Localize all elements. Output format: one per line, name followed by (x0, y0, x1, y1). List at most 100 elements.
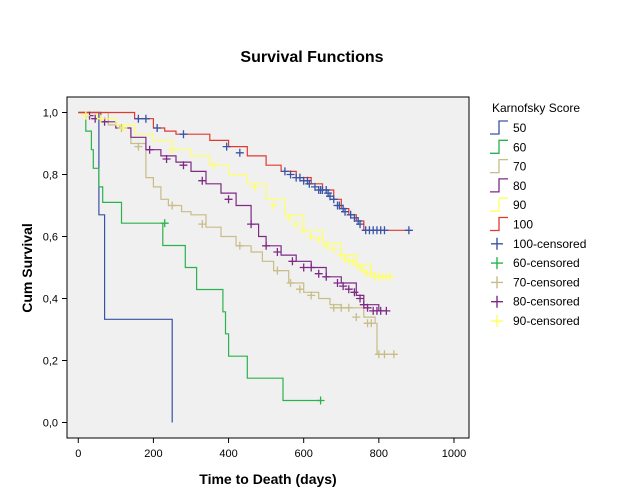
100-censored-marker (305, 179, 314, 188)
90-censored-marker (168, 145, 177, 154)
90-censored-marker (299, 226, 308, 235)
90-censored-marker (322, 241, 331, 250)
80-censored-marker (224, 195, 233, 204)
80-censored-marker (356, 294, 365, 303)
90-censored-marker (307, 232, 316, 241)
x-tick-label: 600 (295, 448, 313, 460)
100-censored-marker (286, 170, 295, 179)
90-censored-marker (284, 213, 293, 222)
80-censored-marker (322, 272, 331, 281)
legend-swatch-90 (490, 197, 508, 212)
legend-label-90: 90 (513, 198, 527, 212)
legend: Karnofsky Score 50 60 70 80 90 100 100-censore… (490, 101, 586, 328)
90-censored-marker (269, 201, 278, 210)
y-tick-label: 0,2 (43, 356, 58, 368)
80-censored-marker (288, 257, 297, 266)
chart-title: Survival Functions (240, 49, 383, 66)
legend-label-100: 100 (513, 218, 533, 232)
70-censored-marker (235, 241, 244, 250)
80-censored-marker (339, 282, 348, 291)
legend-swatch-90-censored (491, 315, 503, 327)
70-censored-marker (295, 285, 304, 294)
100-censored-marker (235, 148, 244, 157)
70-censored-marker (389, 350, 398, 359)
90-censored-marker (329, 244, 338, 253)
80-censored-marker (198, 176, 207, 185)
legend-swatch-100-censored (491, 237, 503, 250)
80-censored-marker (314, 269, 323, 278)
y-axis: 0,0 0,2 0,4 0,6 0,8 1,0 (43, 108, 67, 430)
70-censored-marker (134, 142, 143, 151)
100-censored-marker (222, 142, 231, 151)
80-censored-marker (145, 145, 154, 154)
100-censored-marker (341, 207, 350, 216)
60-censored-marker (160, 219, 169, 228)
legend-label-100-censored: 100-censored (513, 237, 586, 251)
series-90-line (78, 111, 391, 278)
100-censored-marker (134, 114, 143, 123)
legend-label-80: 80 (513, 179, 527, 193)
legend-label-90-censored: 90-censored (513, 314, 580, 328)
100-censored-marker (179, 130, 188, 139)
100-censored-marker (329, 195, 338, 204)
x-tick-label: 800 (370, 448, 388, 460)
legend-label-70-censored: 70-censored (513, 275, 580, 289)
80-censored-marker (333, 279, 342, 287)
100-censored-marker (404, 226, 413, 235)
y-tick-label: 0,8 (43, 170, 58, 182)
70-censored-marker (337, 303, 346, 312)
80-censored-marker (363, 303, 372, 312)
legend-swatch-80-censored (491, 295, 503, 308)
y-axis-label: Cum Survival (19, 223, 35, 312)
x-tick-label: 1000 (442, 448, 466, 460)
70-censored-marker (273, 266, 282, 275)
y-tick-label: 0,6 (43, 232, 58, 244)
100-censored-marker (153, 124, 162, 132)
y-tick-label: 0,0 (43, 418, 58, 430)
censor-markers (81, 111, 413, 405)
80-censored-marker (273, 248, 282, 256)
legend-swatch-100 (490, 216, 508, 232)
70-censored-marker (344, 303, 353, 312)
series-80-line (78, 111, 387, 312)
70-censored-marker (198, 220, 207, 229)
x-axis: 0 200 400 600 800 1000 (75, 438, 466, 460)
y-tick-label: 1,0 (43, 108, 58, 120)
x-axis-label: Time to Death (days) (199, 471, 336, 487)
90-censored-marker (81, 111, 90, 120)
legend-label-80-censored: 80-censored (513, 295, 580, 309)
70-censored-marker (380, 350, 389, 359)
100-censored-marker (280, 167, 289, 176)
legend-label-50: 50 (513, 121, 527, 135)
legend-label-70: 70 (513, 160, 527, 174)
70-censored-marker (367, 319, 376, 328)
80-censored-marker (162, 155, 171, 163)
series-60-line (78, 111, 321, 402)
legend-swatch-70 (490, 158, 508, 174)
80-censored-marker (247, 220, 256, 229)
90-censored-marker (314, 235, 323, 244)
80-censored-marker (299, 263, 308, 272)
90-censored-marker (96, 114, 105, 123)
80-censored-marker (262, 241, 271, 250)
70-censored-marker (352, 313, 361, 322)
90-censored-marker (386, 272, 395, 281)
80-censored-marker (179, 161, 188, 170)
legend-label-60: 60 (513, 140, 527, 154)
90-censored-marker (119, 124, 128, 132)
100-censored-marker (380, 226, 389, 235)
90-censored-marker (292, 220, 301, 229)
legend-swatch-60-censored (491, 257, 503, 270)
90-censored-marker (250, 182, 259, 191)
series-100-line (78, 111, 409, 231)
legend-swatch-60 (490, 139, 508, 154)
y-tick-label: 0,4 (43, 294, 58, 306)
70-censored-marker (168, 201, 177, 210)
x-tick-label: 200 (144, 448, 162, 460)
100-censored-marker (356, 220, 365, 229)
80-censored-marker (344, 285, 353, 294)
90-censored-marker (209, 161, 218, 170)
100-censored-marker (141, 114, 150, 123)
legend-label-60-censored: 60-censored (513, 256, 580, 270)
legend-title: Karnofsky Score (492, 101, 580, 115)
